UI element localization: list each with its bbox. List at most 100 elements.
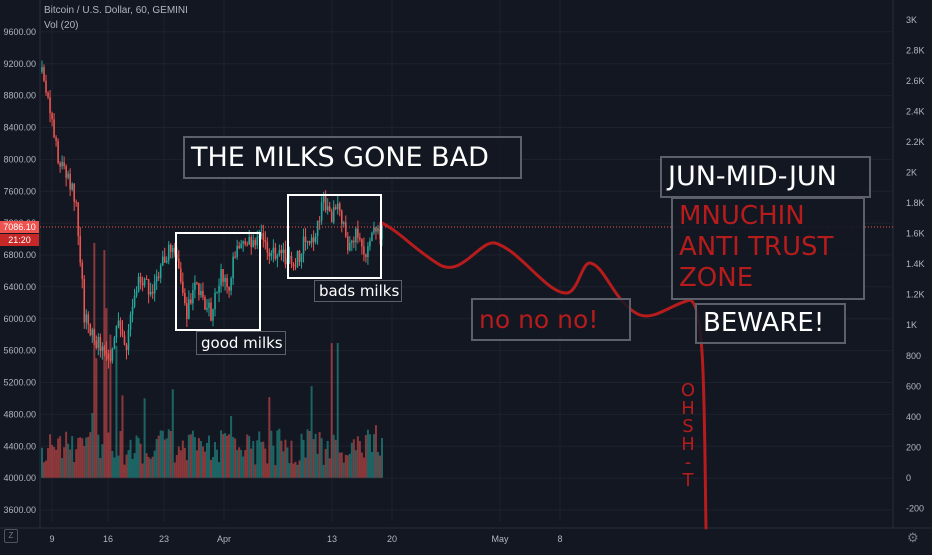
volume-bar: [61, 458, 64, 478]
candle-body: [304, 236, 307, 242]
candle-body: [93, 329, 96, 341]
bads-milks-label[interactable]: bads milks: [314, 280, 402, 302]
volume-bar: [352, 439, 355, 478]
candle-body: [57, 141, 59, 163]
candle-body: [342, 222, 345, 224]
volume-bar: [49, 434, 52, 478]
gear-icon[interactable]: ⚙: [907, 530, 919, 545]
volume-bar: [101, 444, 104, 478]
candle-body: [351, 240, 353, 243]
candle-body: [171, 248, 174, 252]
candle-body: [141, 282, 144, 286]
candle-body: [371, 232, 373, 241]
time-axis: 9 16 23 Apr 13 20 May 8: [49, 534, 562, 544]
candle-body: [153, 281, 156, 294]
volume-bar: [83, 446, 86, 478]
volume-bar: [328, 458, 331, 478]
price-tick-label: 8000.00: [3, 154, 36, 164]
time-tick-label: 9: [49, 534, 54, 544]
volume-bar: [304, 457, 307, 478]
volume-bar: [286, 447, 289, 478]
candle-body: [322, 196, 325, 203]
candle-body: [340, 210, 343, 224]
volume-bar: [103, 250, 106, 478]
volume-bar: [216, 449, 219, 478]
volume-tick-label: 1.2K: [906, 290, 925, 300]
candle-body: [234, 256, 236, 258]
mnuchin-annotation[interactable]: MNUCHIN ANTI TRUST ZONE: [671, 197, 865, 300]
title-annotation[interactable]: THE MILKS GONE BAD: [183, 136, 522, 179]
volume-bar: [195, 450, 198, 478]
volume-bar: [300, 433, 303, 478]
volume-bar: [220, 430, 223, 478]
volume-bar: [185, 460, 188, 478]
candle-body: [220, 269, 222, 286]
last-price-tag: 7086.10: [0, 221, 39, 233]
candle-body: [43, 67, 45, 81]
candle-body: [188, 299, 190, 319]
volume-bar: [193, 437, 196, 478]
volume-bar: [75, 449, 78, 478]
candle-body: [186, 303, 188, 319]
candle-body: [184, 293, 186, 304]
volume-bar: [165, 438, 168, 478]
volume-bar: [354, 450, 357, 478]
nonono-annotation-text: no no no!: [479, 305, 599, 334]
volume-bar: [73, 462, 76, 478]
volume-bar: [99, 458, 102, 478]
candle-body: [95, 340, 98, 348]
volume-axis: 3K 2.8K 2.6K 2.4K 2.2K 2K 1.8K 1.6K 1.4K 1.2K 1K 80…: [906, 15, 925, 513]
candle-body: [192, 289, 194, 304]
volume-bar: [326, 440, 329, 478]
nonono-annotation[interactable]: no no no!: [471, 298, 631, 341]
candle-body: [99, 336, 102, 351]
volume-bar: [356, 436, 359, 478]
volume-bar: [344, 454, 347, 478]
candle-body: [226, 277, 228, 288]
beware-annotation-text: BEWARE!: [703, 308, 825, 338]
volume-bar: [370, 451, 373, 478]
volume-bar: [163, 439, 166, 478]
volume-bar: [226, 435, 229, 478]
candle-body: [119, 320, 122, 330]
candle-body: [264, 240, 267, 242]
volume-bar: [252, 440, 255, 478]
candle-body: [346, 236, 349, 251]
volume-tick-label: 2K: [906, 168, 917, 178]
volume-bar: [91, 412, 94, 478]
volume-bar: [366, 429, 369, 478]
candle-body: [260, 233, 263, 237]
volume-bar: [131, 458, 134, 478]
candle-body: [159, 265, 162, 278]
time-tick-label: 13: [327, 534, 337, 544]
volume-bar: [296, 464, 299, 478]
candle-body: [367, 246, 369, 258]
z-button[interactable]: Z: [4, 529, 18, 543]
candle-body: [127, 329, 130, 351]
volume-bar: [318, 432, 321, 478]
candle-body: [314, 236, 317, 242]
volume-bar: [338, 452, 341, 478]
volume-bar: [218, 462, 221, 478]
volume-bar: [212, 456, 215, 478]
price-tick-label: 4800.00: [3, 409, 36, 419]
jun-annotation[interactable]: JUN-MID-JUN: [660, 156, 871, 198]
good-milks-label[interactable]: good milks: [196, 331, 286, 355]
time-tick-label: May: [491, 534, 509, 544]
beware-annotation[interactable]: BEWARE!: [695, 303, 846, 344]
volume-bar: [228, 434, 231, 478]
volume-bar: [105, 308, 108, 478]
candle-body: [161, 256, 164, 266]
candle-body: [210, 302, 212, 321]
candle-body: [330, 211, 333, 223]
candle-body: [147, 279, 150, 295]
candle-body: [165, 260, 168, 263]
candle-body: [83, 278, 86, 323]
candle-body: [47, 92, 49, 98]
time-tick-label: 16: [103, 534, 113, 544]
candle-body: [69, 173, 71, 190]
candle-body: [87, 314, 90, 325]
volume-bar: [177, 446, 180, 478]
candle-body: [149, 291, 152, 295]
